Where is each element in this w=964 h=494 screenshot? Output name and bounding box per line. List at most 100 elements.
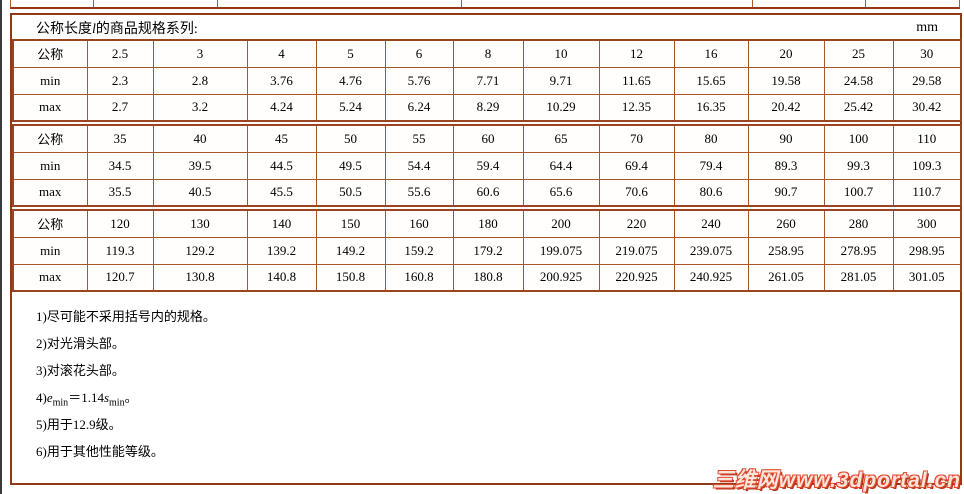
- footnote-4: 4)emin＝1.14smin。: [36, 384, 960, 411]
- table-cell: 3: [152, 39, 248, 68]
- table-cell: 90.7: [747, 178, 825, 207]
- table-cell: 55: [384, 124, 454, 153]
- table-cell: 12: [598, 39, 675, 68]
- table-cell: 35.5: [86, 178, 154, 207]
- footnote-4-end: 。: [124, 390, 138, 405]
- table-cell: 261.05: [747, 263, 825, 292]
- fragment-cell: [11, 0, 94, 7]
- row-max: max 120.7 130.8 140.8 150.8 160.8 180.8 200.925…: [12, 263, 962, 292]
- table-cell: 50.5: [315, 178, 386, 207]
- title-text-pre: 公称长度: [36, 22, 92, 37]
- row-label: 公称: [12, 209, 88, 238]
- table-cell: 8: [452, 39, 524, 68]
- table-cell: 55.6: [384, 178, 454, 207]
- row-min: min 2.3 2.8 3.76 4.76 5.76 7.71 9.71 11.65 15.65 1…: [12, 66, 962, 95]
- table-cell: 2.5: [86, 39, 154, 68]
- table-cell: 15.65: [673, 66, 749, 95]
- table-cell: 4.76: [315, 66, 386, 95]
- table-cell: 298.95: [892, 236, 962, 265]
- table-cell: 34.5: [86, 151, 154, 180]
- table-cell: 199.075: [522, 236, 600, 265]
- table-cell: 6.24: [384, 93, 454, 122]
- table-cell: 6: [384, 39, 454, 68]
- table-cell: 39.5: [152, 151, 248, 180]
- table-cell: 150.8: [315, 263, 386, 292]
- table-cell: 120.7: [86, 263, 154, 292]
- row-label: max: [12, 93, 88, 122]
- table-cell: 45: [246, 124, 317, 153]
- table-cell: 139.2: [246, 236, 317, 265]
- footnote-3: 3)对滚花头部。: [36, 363, 125, 378]
- spec-tables-container: 公称 2.5 3 4 5 6 8 10 12 16 20 25 30 min 2.3 2.8 3.76 4.76 5…: [12, 39, 962, 292]
- row-nominal: 公称 2.5 3 4 5 6 8 10 12 16 20 25 30: [12, 39, 962, 68]
- row-max: max 35.5 40.5 45.5 50.5 55.6 60.6 65.6 70.6 80.6 9…: [12, 178, 962, 207]
- table-cell: 40: [152, 124, 248, 153]
- table-cell: 64.4: [522, 151, 600, 180]
- table-cell: 2.7: [86, 93, 154, 122]
- table-cell: 130.8: [152, 263, 248, 292]
- table-cell: 9.71: [522, 66, 600, 95]
- fragment-cell: [753, 0, 866, 7]
- table-cell: 69.4: [598, 151, 675, 180]
- table-cell: 3.76: [246, 66, 317, 95]
- table-cell: 10.29: [522, 93, 600, 122]
- site-watermark: 三维网www.3dportal.cn: [712, 469, 961, 492]
- table-cell: 180.8: [452, 263, 524, 292]
- spec-table-block-3: 公称 120 130 140 150 160 180 200 220 240 260 280 300 mi…: [12, 209, 962, 292]
- table-cell: 65.6: [522, 178, 600, 207]
- fragment-cell: [462, 0, 753, 7]
- table-cell: 25.42: [823, 93, 894, 122]
- table-cell: 5: [315, 39, 386, 68]
- table-cell: 5.24: [315, 93, 386, 122]
- table-cell: 110.7: [892, 178, 962, 207]
- unit-label: mm: [916, 20, 938, 35]
- title-text-post: 的商品规格系列:: [95, 22, 198, 37]
- spec-section-panel: 公称长度l的商品规格系列: mm 公称 2.5 3 4 5 6 8 10 12 16 20 25 30 m…: [10, 13, 962, 485]
- footnote-4-var-e: e: [46, 390, 53, 405]
- table-cell: 30.42: [892, 93, 962, 122]
- table-cell: 16.35: [673, 93, 749, 122]
- table-cell: 239.075: [673, 236, 749, 265]
- row-nominal: 公称 35 40 45 50 55 60 65 70 80 90 100 110: [12, 124, 962, 153]
- table-cell: 200: [522, 209, 600, 238]
- table-cell: 180: [452, 209, 524, 238]
- table-cell: 10: [522, 39, 600, 68]
- table-cell: 11.65: [598, 66, 675, 95]
- table-cell: 240: [673, 209, 749, 238]
- table-cell: 2.8: [152, 66, 248, 95]
- table-cell: 80.6: [673, 178, 749, 207]
- table-cell: 49.5: [315, 151, 386, 180]
- table-cell: 99.3: [823, 151, 894, 180]
- table-cell: 260: [747, 209, 825, 238]
- table-cell: 45.5: [246, 178, 317, 207]
- table-cell: 19.58: [747, 66, 825, 95]
- table-cell: 100.7: [823, 178, 894, 207]
- table-cell: 25: [823, 39, 894, 68]
- row-label: 公称: [12, 39, 88, 68]
- footnote-4-equation: ＝1.14: [68, 390, 104, 405]
- table-cell: 278.95: [823, 236, 894, 265]
- row-label: 公称: [12, 124, 88, 153]
- table-cell: 35: [86, 124, 154, 153]
- footnotes-block: 1)尽可能不采用括号内的规格。 2)对光滑头部。 3)对滚花头部。 4)emin…: [12, 292, 960, 465]
- section-title-row: 公称长度l的商品规格系列: mm: [12, 15, 960, 39]
- table-cell: 4.24: [246, 93, 317, 122]
- table-cell: 110: [892, 124, 962, 153]
- footnote-4-var-s: s: [103, 390, 110, 405]
- table-cell: 160: [384, 209, 454, 238]
- row-label: min: [12, 236, 88, 265]
- table-cell: 301.05: [892, 263, 962, 292]
- table-cell: 20.42: [747, 93, 825, 122]
- table-cell: 7.71: [452, 66, 524, 95]
- row-label: max: [12, 178, 88, 207]
- table-cell: 150: [315, 209, 386, 238]
- table-cell: 119.3: [86, 236, 154, 265]
- table-cell: 281.05: [823, 263, 894, 292]
- footnote-6: 6)用于其他性能等级。: [36, 444, 164, 459]
- table-cell: 280: [823, 209, 894, 238]
- row-label: min: [12, 151, 88, 180]
- row-nominal: 公称 120 130 140 150 160 180 200 220 240 260 280 300: [12, 209, 962, 238]
- previous-table-fragment: [10, 0, 960, 9]
- spec-table-block-2: 公称 35 40 45 50 55 60 65 70 80 90 100 110 min 34.5 39.5 4…: [12, 124, 962, 207]
- table-cell: 54.4: [384, 151, 454, 180]
